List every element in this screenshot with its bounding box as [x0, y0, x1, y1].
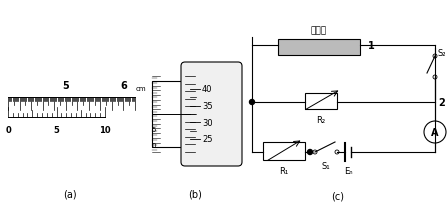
Text: (c): (c) — [332, 191, 345, 201]
Text: A: A — [431, 127, 439, 137]
Circle shape — [313, 150, 317, 154]
Text: 5: 5 — [54, 125, 60, 134]
Text: 团柱体: 团柱体 — [311, 26, 327, 35]
Text: 10: 10 — [99, 125, 111, 134]
Text: 30: 30 — [202, 118, 213, 127]
Text: 2: 2 — [438, 98, 445, 107]
Bar — [263, 142, 305, 160]
Text: 5: 5 — [152, 126, 156, 132]
FancyBboxPatch shape — [181, 63, 242, 166]
Text: 35: 35 — [202, 102, 213, 111]
Circle shape — [433, 76, 437, 80]
Text: R₂: R₂ — [316, 115, 326, 124]
Circle shape — [424, 121, 446, 143]
Text: 6: 6 — [120, 81, 127, 90]
Text: R₁: R₁ — [280, 166, 289, 175]
Text: 5: 5 — [62, 81, 69, 90]
Text: (a): (a) — [63, 189, 77, 199]
Text: Eₙ: Eₙ — [344, 166, 352, 175]
Text: 25: 25 — [202, 135, 212, 144]
Text: cm: cm — [136, 86, 146, 92]
Text: 1: 1 — [368, 41, 375, 51]
Circle shape — [335, 150, 339, 154]
Circle shape — [433, 55, 437, 59]
Text: (b): (b) — [188, 189, 202, 199]
Text: S₁: S₁ — [322, 161, 330, 170]
Bar — [305, 94, 337, 109]
Circle shape — [307, 150, 313, 155]
Bar — [152, 82, 190, 147]
Text: 40: 40 — [202, 85, 212, 94]
Text: 0: 0 — [152, 142, 156, 148]
Text: 0: 0 — [5, 125, 11, 134]
Text: S₂: S₂ — [438, 49, 447, 58]
Circle shape — [250, 100, 254, 105]
Bar — [278, 40, 360, 56]
